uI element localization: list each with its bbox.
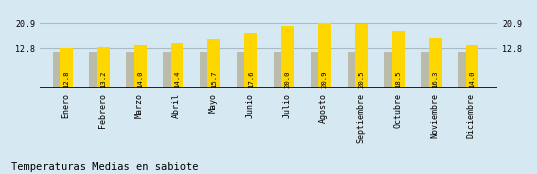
- Bar: [422, 52, 434, 88]
- Bar: [318, 23, 331, 88]
- Bar: [126, 52, 139, 88]
- Bar: [90, 52, 103, 88]
- Bar: [347, 52, 360, 88]
- Bar: [97, 47, 110, 88]
- Bar: [134, 45, 147, 88]
- Bar: [458, 52, 471, 88]
- Bar: [392, 31, 405, 88]
- Bar: [244, 33, 257, 88]
- Bar: [237, 52, 250, 88]
- Text: Temperaturas Medias en sabiote: Temperaturas Medias en sabiote: [11, 162, 198, 172]
- Bar: [163, 52, 176, 88]
- Bar: [171, 44, 184, 88]
- Text: 20.5: 20.5: [358, 70, 365, 88]
- Text: 16.3: 16.3: [432, 70, 438, 88]
- Text: 20.0: 20.0: [285, 70, 291, 88]
- Text: 18.5: 18.5: [395, 70, 401, 88]
- Bar: [60, 48, 73, 88]
- Bar: [200, 52, 213, 88]
- Text: 13.2: 13.2: [100, 70, 106, 88]
- Text: 14.4: 14.4: [174, 70, 180, 88]
- Text: 15.7: 15.7: [211, 70, 217, 88]
- Bar: [311, 52, 324, 88]
- Bar: [207, 39, 220, 88]
- Text: 14.0: 14.0: [137, 70, 143, 88]
- Text: 12.8: 12.8: [63, 70, 69, 88]
- Bar: [429, 38, 441, 88]
- Text: 14.0: 14.0: [469, 70, 475, 88]
- Bar: [466, 45, 478, 88]
- Bar: [384, 52, 397, 88]
- Bar: [281, 26, 294, 88]
- Bar: [355, 24, 368, 88]
- Text: 20.9: 20.9: [322, 70, 328, 88]
- Bar: [53, 52, 66, 88]
- Bar: [274, 52, 287, 88]
- Text: 17.6: 17.6: [248, 70, 253, 88]
